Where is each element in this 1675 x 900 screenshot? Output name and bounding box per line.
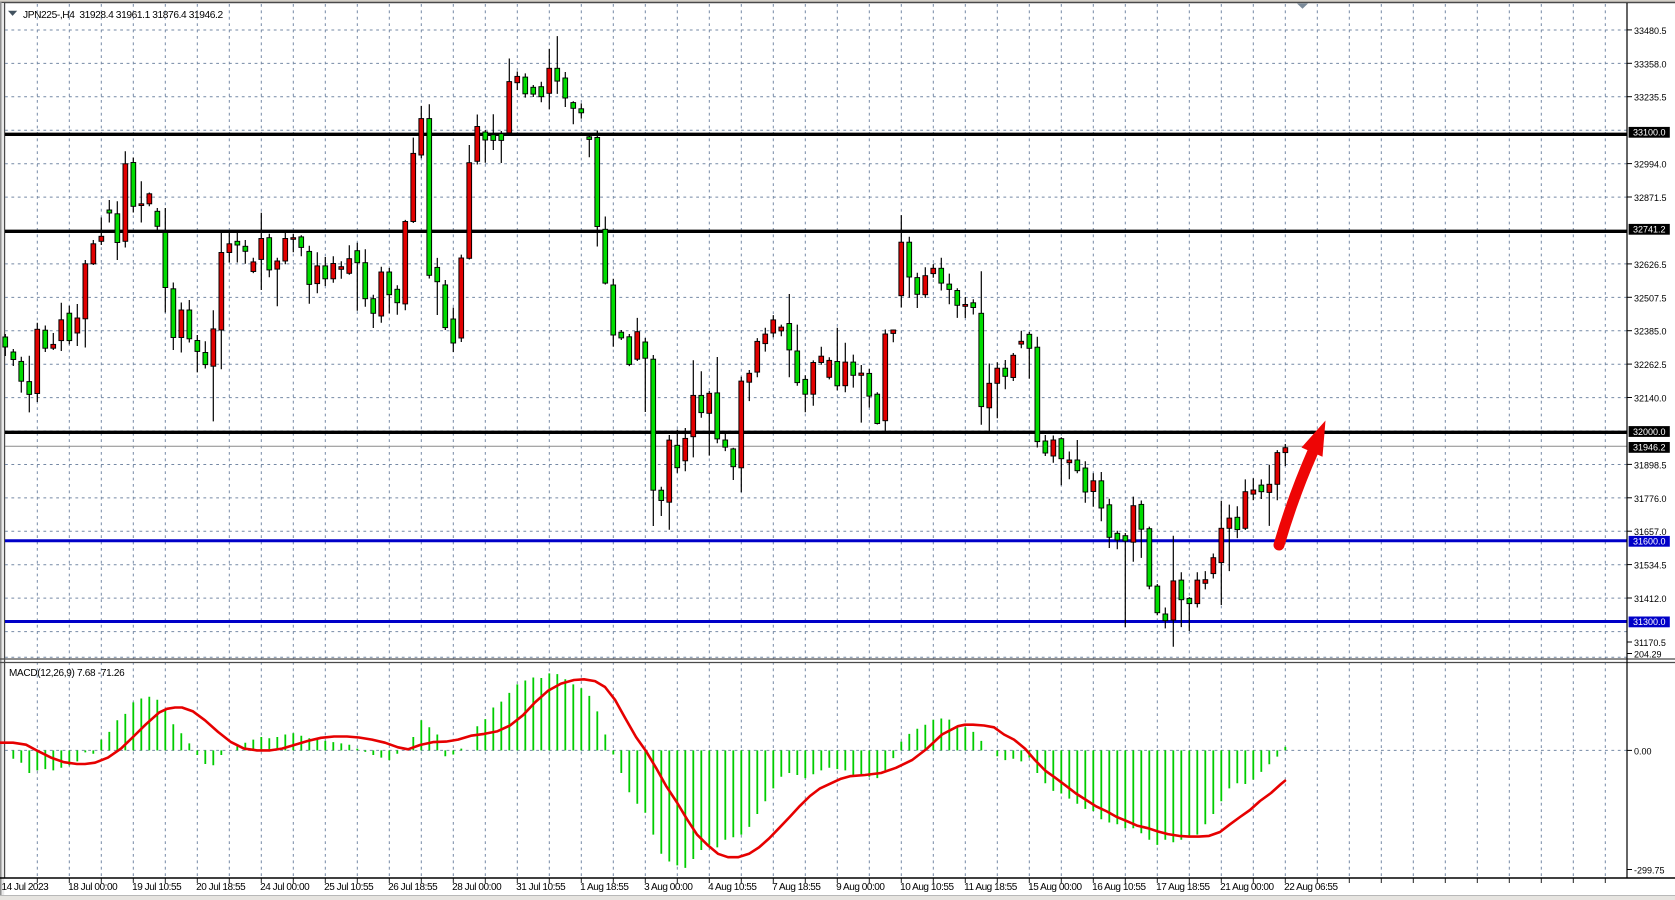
svg-text:20 Jul 18:55: 20 Jul 18:55 (196, 882, 246, 893)
svg-text:28 Jul 00:00: 28 Jul 00:00 (452, 882, 502, 893)
svg-text:22 Aug 06:55: 22 Aug 06:55 (1284, 882, 1338, 893)
svg-text:19 Jul 10:55: 19 Jul 10:55 (132, 882, 182, 893)
svg-text:24 Jul 00:00: 24 Jul 00:00 (260, 882, 310, 893)
svg-text:18 Jul 00:00: 18 Jul 00:00 (68, 882, 118, 893)
svg-text:7 Aug 18:55: 7 Aug 18:55 (772, 882, 821, 893)
svg-text:31170.5: 31170.5 (1634, 638, 1666, 648)
svg-text:31946.2: 31946.2 (1633, 443, 1666, 453)
svg-text:31300.0: 31300.0 (1633, 617, 1666, 627)
svg-text:25 Jul 10:55: 25 Jul 10:55 (324, 882, 374, 893)
svg-text:11 Aug 18:55: 11 Aug 18:55 (964, 882, 1018, 893)
svg-text:32385.0: 32385.0 (1634, 327, 1667, 337)
svg-text:33235.5: 33235.5 (1634, 93, 1667, 103)
svg-text:32000.0: 32000.0 (1633, 427, 1666, 437)
svg-text:31 Jul 10:55: 31 Jul 10:55 (516, 882, 566, 893)
svg-text:26 Jul 18:55: 26 Jul 18:55 (388, 882, 438, 893)
svg-text:14 Jul 2023: 14 Jul 2023 (2, 882, 50, 893)
svg-text:4 Aug 10:55: 4 Aug 10:55 (708, 882, 757, 893)
svg-text:JPN225-,H4 31928.4 31961.1 31: JPN225-,H4 31928.4 31961.1 31876.4 31946… (23, 10, 223, 21)
svg-text:32871.5: 32871.5 (1634, 193, 1667, 203)
svg-text:15 Aug 00:00: 15 Aug 00:00 (1028, 882, 1082, 893)
svg-text:10 Aug 10:55: 10 Aug 10:55 (900, 882, 954, 893)
svg-text:32262.5: 32262.5 (1634, 360, 1667, 370)
svg-text:-299.75: -299.75 (1634, 866, 1665, 876)
svg-text:17 Aug 18:55: 17 Aug 18:55 (1156, 882, 1210, 893)
svg-text:31412.0: 31412.0 (1634, 594, 1667, 604)
svg-text:32741.2: 32741.2 (1633, 225, 1666, 235)
svg-text:32994.0: 32994.0 (1634, 160, 1667, 170)
svg-text:3 Aug 00:00: 3 Aug 00:00 (644, 882, 693, 893)
svg-text:31776.0: 31776.0 (1634, 494, 1667, 504)
svg-text:MACD(12,26,9) 7.68 -71.26: MACD(12,26,9) 7.68 -71.26 (9, 668, 125, 679)
svg-text:21 Aug 00:00: 21 Aug 00:00 (1220, 882, 1274, 893)
svg-text:33358.0: 33358.0 (1634, 59, 1667, 69)
svg-text:31600.0: 31600.0 (1633, 537, 1666, 547)
svg-text:31898.5: 31898.5 (1634, 460, 1667, 470)
svg-text:32507.5: 32507.5 (1634, 293, 1667, 303)
svg-text:32140.0: 32140.0 (1634, 394, 1667, 404)
svg-text:204.29: 204.29 (1634, 650, 1662, 660)
svg-text:16 Aug 10:55: 16 Aug 10:55 (1092, 882, 1146, 893)
svg-text:31657.0: 31657.0 (1634, 527, 1667, 537)
svg-text:0.00: 0.00 (1634, 746, 1652, 756)
svg-text:33480.5: 33480.5 (1634, 26, 1667, 36)
svg-text:32626.5: 32626.5 (1634, 260, 1667, 270)
svg-text:33100.0: 33100.0 (1633, 128, 1666, 138)
svg-text:9 Aug 00:00: 9 Aug 00:00 (836, 882, 885, 893)
svg-text:31534.5: 31534.5 (1634, 561, 1667, 571)
svg-text:1 Aug 18:55: 1 Aug 18:55 (580, 882, 629, 893)
